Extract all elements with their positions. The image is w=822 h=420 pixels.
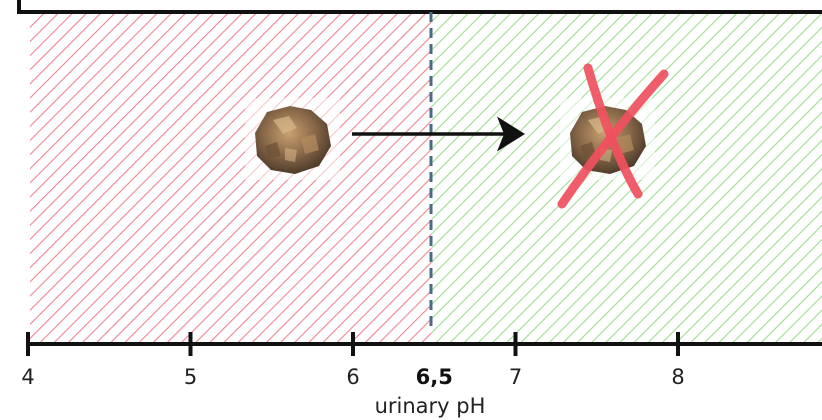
red-x-icon bbox=[557, 63, 669, 209]
kidney-stone-icon bbox=[245, 98, 340, 180]
ph-axis-ticks: 4 5 6 7 8 bbox=[21, 332, 685, 389]
axis-title: urinary pH bbox=[375, 394, 486, 418]
tick-label: 8 bbox=[671, 365, 684, 389]
tick-label: 4 bbox=[21, 365, 34, 389]
threshold-label: 6,5 bbox=[416, 365, 453, 389]
acidic-region bbox=[30, 12, 431, 342]
tick-label: 5 bbox=[184, 365, 197, 389]
tick-label: 7 bbox=[509, 365, 522, 389]
tick-label: 6 bbox=[346, 365, 359, 389]
